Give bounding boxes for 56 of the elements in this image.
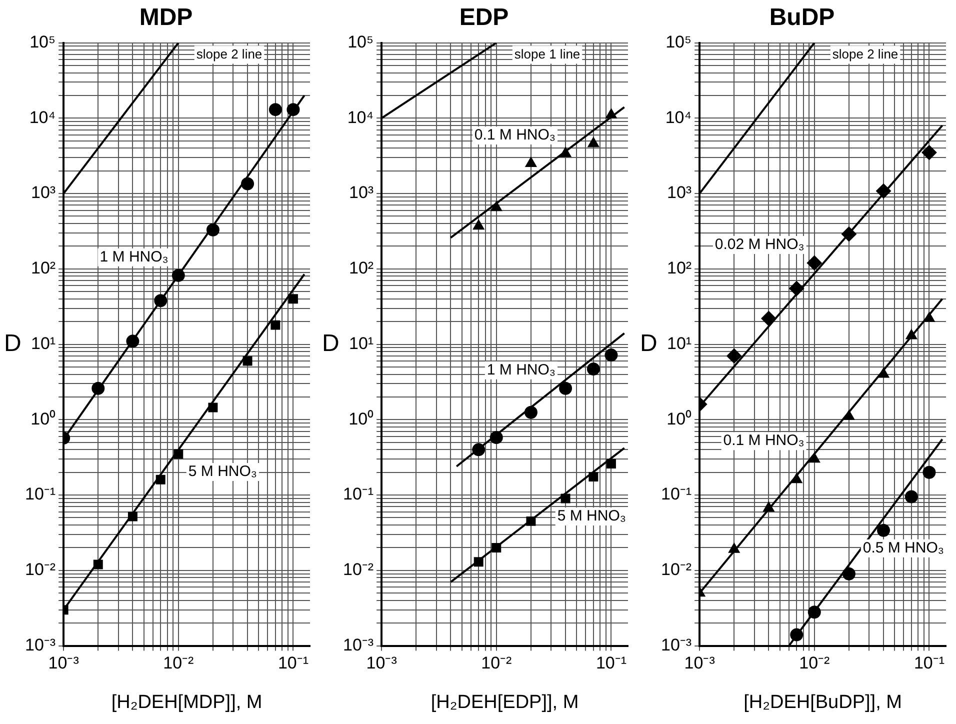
x-tick-label: 10⁻³ [684,654,716,673]
y-tick-label: 10⁴ [665,108,692,127]
series-label: 5 M HNO₃ [188,463,258,480]
y-tick-label: 10⁻³ [342,635,374,654]
series-label: 1 M HNO₃ [100,248,168,266]
y-tick-label: 10⁰ [30,409,56,428]
y-tick-label: 10⁻³ [660,635,692,654]
y-tick-label: 10⁴ [347,108,374,127]
series-label: 1 M HNO₃ [486,362,556,379]
y-tick-label: 10⁻¹ [660,484,692,504]
y-tick-label: 10⁻¹ [342,484,374,504]
y-tick-label: 10² [30,258,56,278]
y-tick-label: 10⁴ [29,108,56,127]
y-tick-label: 10² [666,258,692,278]
x-tick-label: 10⁻¹ [914,654,945,673]
y-tick-label: 10¹ [30,334,56,353]
y-tick-label: 10⁻¹ [24,484,56,504]
series-label: 5 M HNO₃ [557,508,626,525]
x-axis-title: [H₂DEH[EDP]], M [430,692,579,713]
y-tick-label: 10³ [666,183,692,202]
series-label: slope 2 line [832,46,898,62]
x-tick-label: 10⁻³ [366,654,398,673]
y-tick-label: 10² [348,258,374,278]
y-axis-title: D [640,330,658,357]
y-tick-label: 10³ [348,183,374,202]
y-tick-label: 10⁻² [342,560,374,580]
y-tick-label: 10⁻³ [24,635,56,654]
x-axis-title: [H₂DEH[BuDP]], M [744,692,902,713]
y-tick-label: 10⁵ [348,32,374,52]
series-label: 0.1 M HNO₃ [723,432,804,450]
y-tick-label: 10⁰ [666,409,692,428]
y-tick-label: 10¹ [348,334,374,353]
y-tick-label: 10⁻² [24,560,56,580]
x-axis-title: [H₂DEH[MDP]], M [111,692,262,713]
series-label: slope 1 line [514,46,580,62]
series-label: slope 2 line [196,46,262,62]
chart-title: EDP [459,4,509,32]
y-tick-label: 10⁻² [660,560,692,580]
x-tick-label: 10⁻¹ [596,654,627,673]
series-label: 0.02 M HNO₃ [714,236,804,254]
y-tick-label: 10⁵ [666,32,692,52]
series-label: 0.5 M HNO₃ [862,540,944,557]
y-axis-title: D [4,330,22,357]
series-label: 0.1 M HNO₃ [474,126,556,144]
chart-title: MDP [139,4,193,32]
y-tick-label: 10³ [30,183,56,202]
chart-title: BuDP [769,4,835,32]
x-tick-label: 10⁻² [163,654,194,673]
y-tick-label: 10⁰ [348,409,374,428]
y-tick-label: 10¹ [666,334,692,353]
x-tick-label: 10⁻¹ [278,654,309,673]
y-tick-label: 10⁵ [30,32,56,52]
x-tick-label: 10⁻³ [48,654,80,673]
x-tick-label: 10⁻² [481,654,512,673]
x-tick-label: 10⁻² [799,654,830,673]
y-axis-title: D [322,330,340,357]
